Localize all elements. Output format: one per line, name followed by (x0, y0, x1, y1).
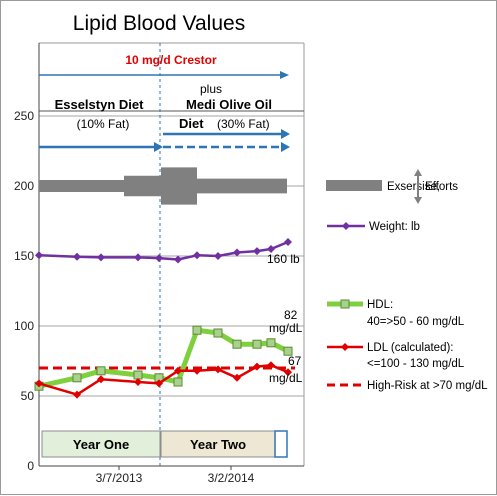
legend-effort-label: Exsersise, (387, 181, 440, 193)
ldl-end-unit: mg/dL (269, 371, 303, 385)
crestor-arrow-head (280, 71, 289, 79)
y-tick-label: 150 (14, 249, 34, 263)
hdl-point (96, 366, 106, 376)
medi-fat-label: (30% Fat) (217, 117, 270, 131)
legend-hdl-label: HDL: (367, 299, 393, 311)
series-layer (34, 238, 293, 399)
x-tick-label: 3/2/2014 (208, 471, 255, 485)
ldl-calculated-point (35, 379, 43, 388)
legend-risk-label: High-Risk at >70 mg/dL (367, 380, 488, 392)
ldl-calculated-point (174, 366, 182, 375)
weight-lb-point (155, 254, 163, 263)
year-one-label: Year One (73, 437, 129, 452)
x-ticks: 3/7/2013 3/2/2014 (96, 466, 255, 485)
weight-lb-point (233, 248, 241, 257)
hdl-point (192, 325, 202, 335)
ldl-calculated-point (214, 365, 222, 374)
ldl-calculated-point (233, 373, 241, 382)
ldl-calculated-point (284, 368, 292, 377)
legend-weight-marker (342, 222, 350, 230)
ldl-calculated-point (73, 390, 81, 399)
legend-ldl-range: <=100 - 130 mg/dL (367, 358, 465, 370)
legend-hdl-range: 40=>50 - 60 mg/dL (367, 316, 465, 328)
crestor-label: 10 mg/d Crestor (125, 53, 217, 67)
hdl-point (283, 346, 293, 356)
weight-lb-point (214, 252, 222, 260)
y-tick-label: 50 (21, 389, 35, 403)
weight-lb-point (174, 255, 182, 264)
ldl-calculated-point (155, 379, 163, 388)
hdl-point (232, 339, 242, 349)
ldl-end-value: 67 (288, 354, 302, 368)
x-tick-label: 3/7/2013 (96, 471, 143, 485)
weight-lb-point (35, 251, 43, 260)
medi-arrow-head (281, 129, 290, 139)
esselstyn-label: Esselstyn Diet (55, 97, 145, 112)
hdl-point (133, 370, 143, 380)
ldl-calculated-point (253, 362, 261, 371)
weight-lb-point (267, 245, 275, 253)
legend-effort-arrow-up (414, 169, 422, 176)
legend-effort-arrow-down (414, 197, 422, 204)
medi-diet-label-2: Diet (179, 116, 204, 131)
hdl-end-unit: mg/dL (269, 321, 303, 335)
weight-lb-point (193, 251, 201, 260)
hdl-point (252, 339, 262, 349)
weight-lb-point (134, 253, 142, 262)
weight-end-label: 160 lb (267, 252, 300, 266)
plus-label: plus (200, 82, 222, 96)
y-tick-label: 200 (14, 179, 34, 193)
legend-hdl-marker (340, 299, 350, 309)
hdl-point (213, 328, 223, 338)
weight-lb-point (253, 247, 261, 256)
hdl-point (173, 377, 183, 387)
weight-lb-point (97, 253, 105, 262)
legend: Exsersise, Efforts Weight: lb HDL: 40=>5… (326, 169, 488, 392)
weight-lb-point (284, 238, 292, 246)
year-two-label: Year Two (190, 437, 246, 452)
esselstyn-arrow-head (154, 142, 163, 152)
legend-effort-swatch (326, 180, 382, 191)
medi-dashed-arrow-head (281, 142, 290, 152)
y-tick-label: 100 (14, 319, 34, 333)
ldl-calculated-point (134, 378, 142, 386)
y-tick-label: 250 (14, 109, 34, 123)
effort-band (39, 167, 287, 205)
ldl-calculated-point (267, 361, 275, 370)
legend-weight-label: Weight: lb (369, 221, 420, 233)
legend-effort-label-2: Efforts (425, 181, 458, 193)
chart-title: Lipid Blood Values (73, 12, 245, 35)
year-one-box (41, 430, 161, 458)
year-three-box (274, 430, 288, 458)
year-two-box (160, 430, 276, 458)
ldl-calculated-point (97, 375, 105, 384)
legend-ldl-marker (341, 343, 349, 351)
y-ticks: 0 50 100 150 200 250 (14, 109, 34, 473)
weight-lb-point (73, 252, 81, 261)
legend-ldl-label: LDL (calculated): (367, 342, 454, 354)
y-tick-label: 0 (27, 459, 34, 473)
esselstyn-fat-label: (10% Fat) (77, 117, 130, 131)
hdl-point (72, 373, 82, 383)
medi-diet-label: Medi Olive Oil (186, 97, 272, 112)
hdl-point (266, 338, 276, 348)
ldl-calculated-point (193, 366, 201, 375)
hdl-end-value: 82 (284, 308, 298, 322)
